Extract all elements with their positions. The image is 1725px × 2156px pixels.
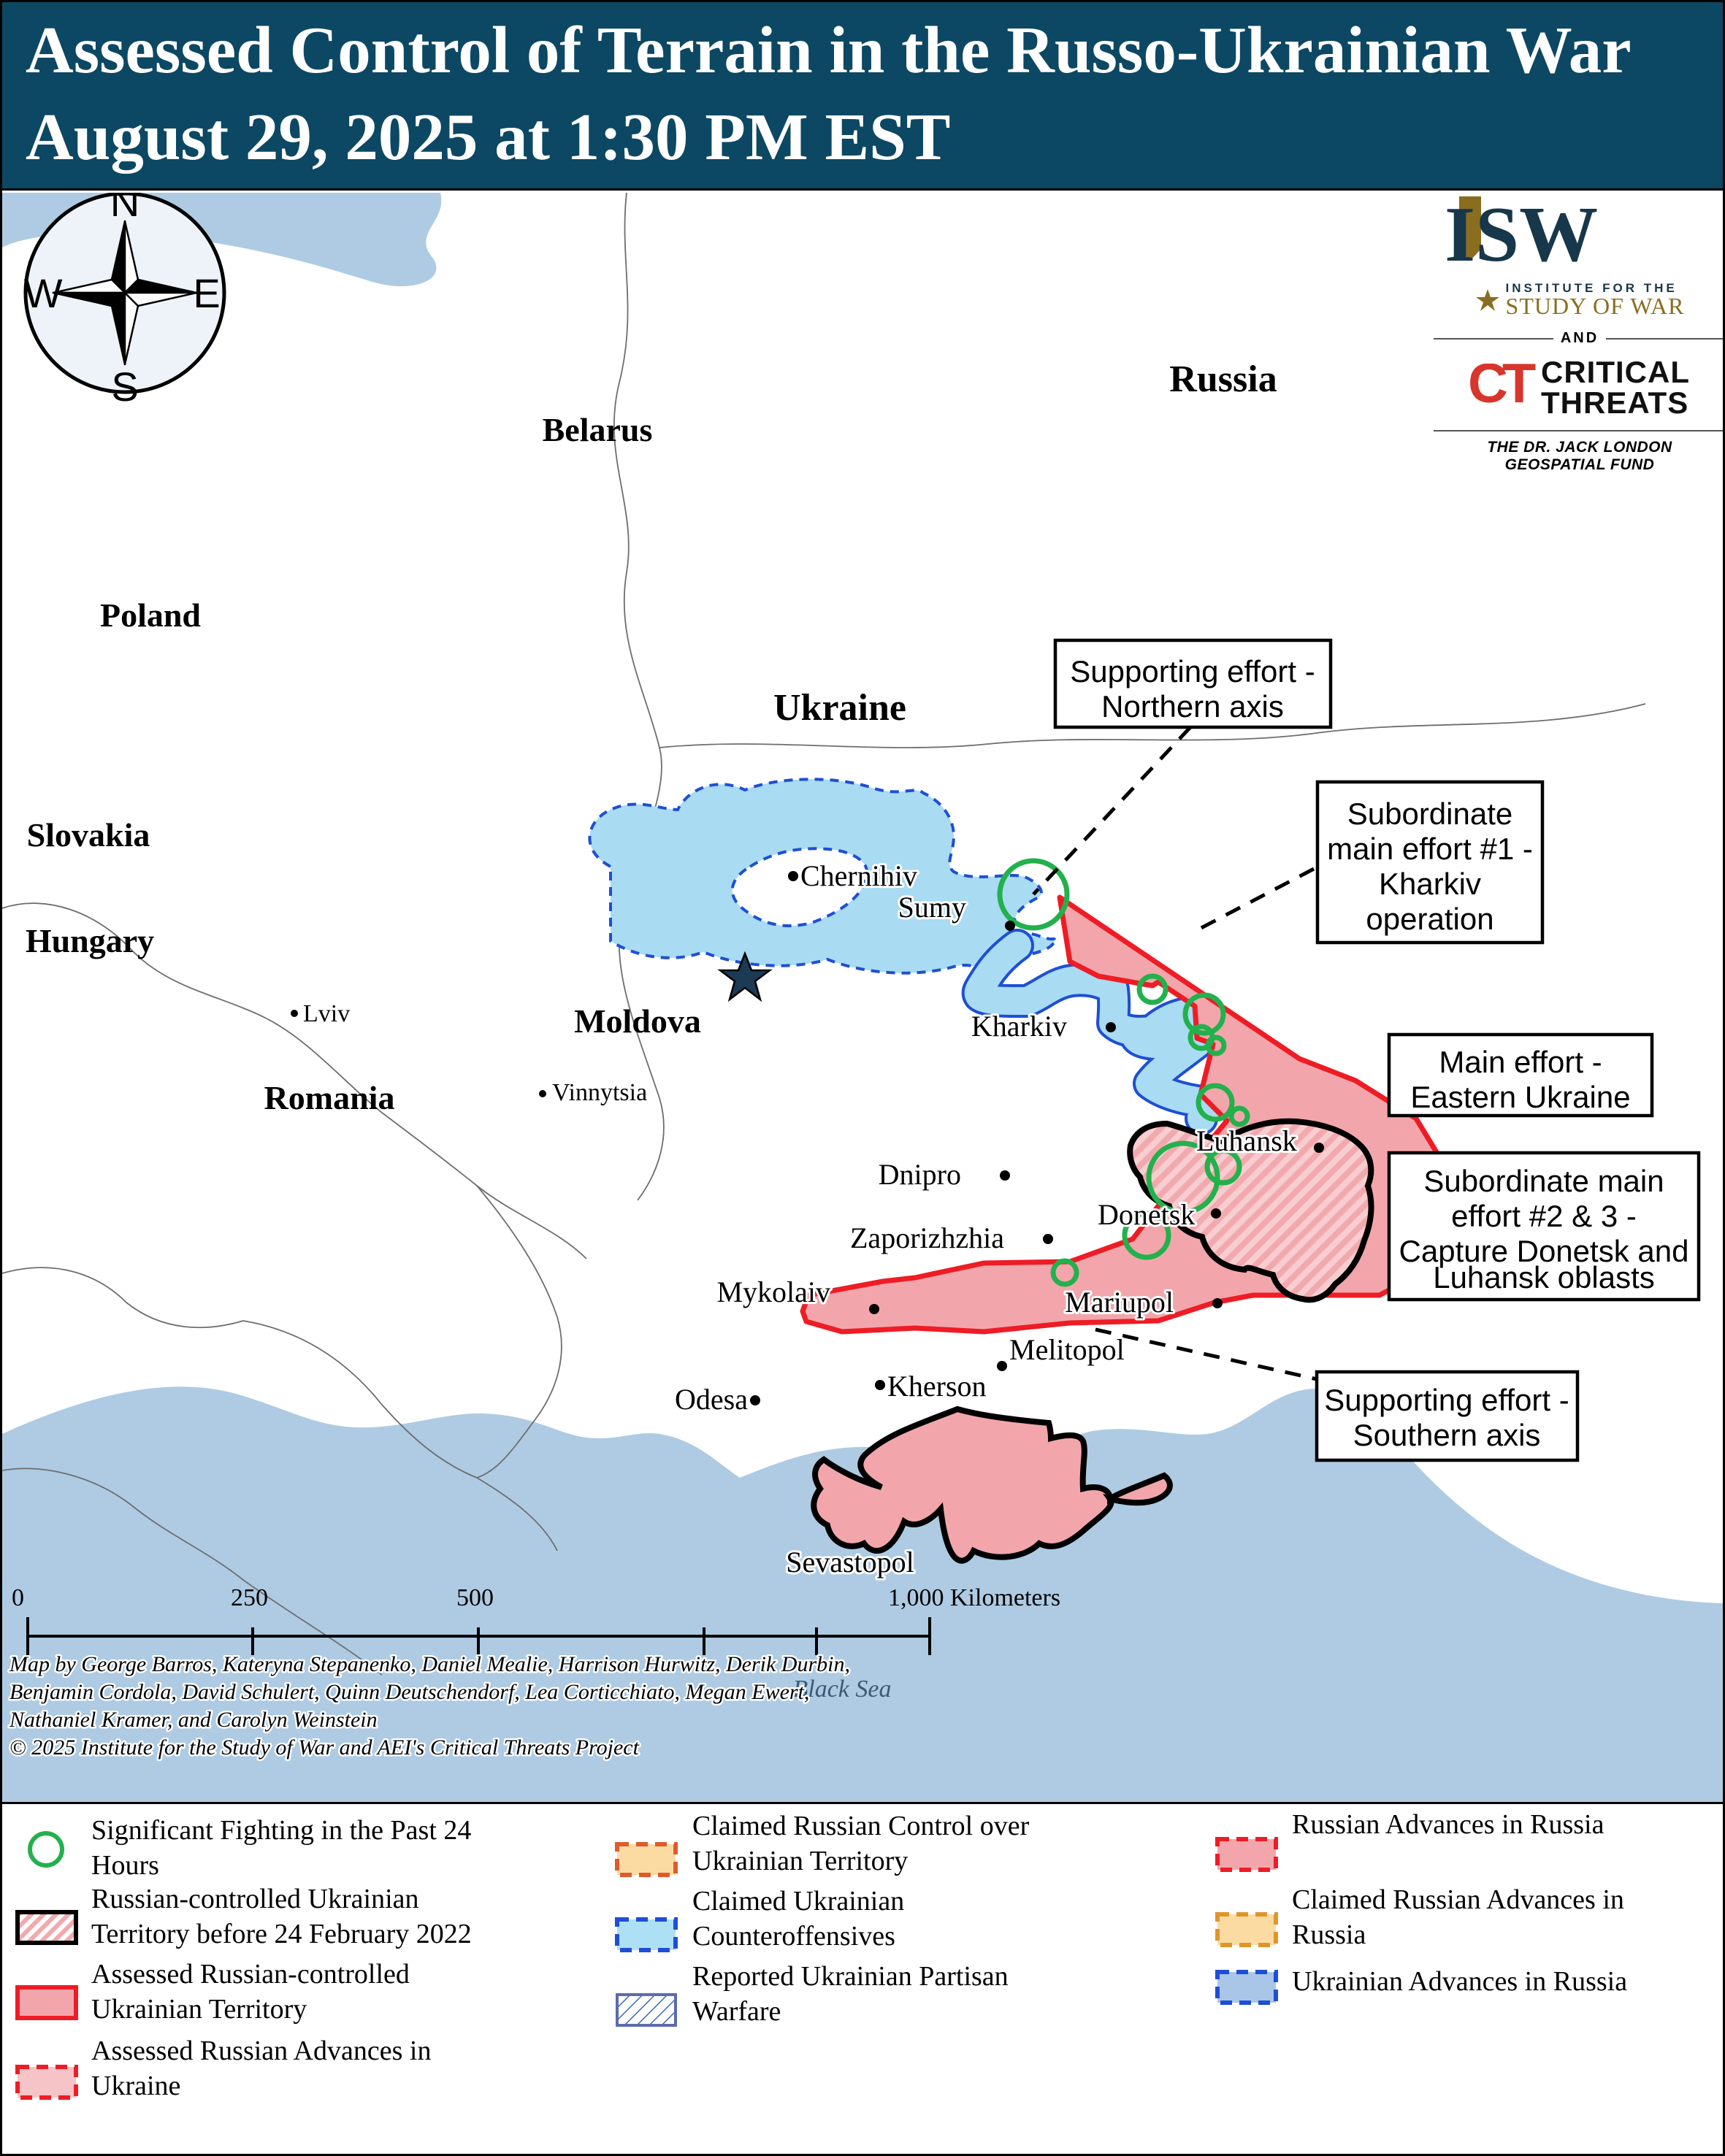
- svg-text:Vinnytsia: Vinnytsia: [552, 1079, 647, 1106]
- svg-text:Chernihiv: Chernihiv: [800, 859, 917, 892]
- svg-text:Counteroffensives: Counteroffensives: [692, 1921, 895, 1952]
- svg-text:Belarus: Belarus: [543, 411, 653, 448]
- svg-text:Claimed Russian Control over: Claimed Russian Control over: [692, 1811, 1030, 1841]
- svg-text:Russia: Russia: [1292, 1919, 1366, 1950]
- svg-text:Luhansk: Luhansk: [1196, 1124, 1297, 1157]
- svg-text:Northern axis: Northern axis: [1101, 689, 1284, 724]
- svg-text:Hours: Hours: [91, 1850, 159, 1881]
- svg-text:Zaporizhzhia: Zaporizhzhia: [850, 1221, 1004, 1254]
- svg-text:effort #2 & 3 -: effort #2 & 3 -: [1451, 1199, 1637, 1233]
- svg-text:Dnipro: Dnipro: [879, 1158, 961, 1191]
- svg-text:Southern axis: Southern axis: [1353, 1418, 1541, 1452]
- svg-text:Assessed Russian-controlled: Assessed Russian-controlled: [91, 1959, 410, 1990]
- svg-text:Russian-controlled Ukrainian: Russian-controlled Ukrainian: [91, 1884, 419, 1914]
- svg-text:Mykolaiv: Mykolaiv: [716, 1275, 830, 1308]
- svg-text:W: W: [24, 270, 63, 316]
- svg-text:Melitopol: Melitopol: [1009, 1333, 1125, 1366]
- svg-text:Ukrainian Territory: Ukrainian Territory: [91, 1994, 307, 2025]
- svg-text:E: E: [193, 270, 220, 316]
- svg-text:Odesa: Odesa: [675, 1383, 748, 1416]
- svg-text:Ukrainian Advances in Russia: Ukrainian Advances in Russia: [1292, 1966, 1627, 1997]
- svg-text:Kharkiv: Kharkiv: [1379, 867, 1481, 901]
- svg-text:Territory before 24 February 2: Territory before 24 February 2022: [91, 1919, 472, 1949]
- svg-text:Mariupol: Mariupol: [1065, 1286, 1174, 1319]
- svg-text:Lviv: Lviv: [303, 1000, 350, 1027]
- svg-text:Benjamin Cordola, David Schule: Benjamin Cordola, David Schulert, Quinn …: [9, 1680, 809, 1704]
- svg-text:Significant Fighting in the Pa: Significant Fighting in the Past 24: [91, 1815, 471, 1846]
- svg-text:Donetsk: Donetsk: [1098, 1198, 1195, 1231]
- svg-text:Map by George Barros, Kateryna: Map by George Barros, Kateryna Stepanenk…: [9, 1652, 850, 1676]
- svg-text:250: 250: [231, 1584, 268, 1611]
- svg-text:Sumy: Sumy: [898, 891, 966, 924]
- svg-text:© 2025 Institute for the Study: © 2025 Institute for the Study of War an…: [9, 1735, 640, 1760]
- svg-text:Poland: Poland: [100, 596, 201, 634]
- svg-text:Claimed Russian Advances in: Claimed Russian Advances in: [1292, 1884, 1624, 1915]
- svg-text:Romania: Romania: [264, 1079, 395, 1116]
- svg-text:Supporting effort -: Supporting effort -: [1070, 654, 1315, 688]
- svg-text:Subordinate main: Subordinate main: [1423, 1164, 1664, 1198]
- svg-text:Kherson: Kherson: [887, 1370, 987, 1403]
- svg-text:Hungary: Hungary: [26, 922, 154, 959]
- svg-text:Russia: Russia: [1169, 358, 1277, 400]
- svg-text:500: 500: [456, 1584, 494, 1611]
- svg-text:Ukrainian Territory: Ukrainian Territory: [692, 1846, 908, 1876]
- svg-text:1,000 Kilometers: 1,000 Kilometers: [888, 1584, 1060, 1611]
- svg-text:Moldova: Moldova: [574, 1002, 701, 1040]
- svg-text:Reported Ukrainian Partisan: Reported Ukrainian Partisan: [692, 1961, 1009, 1992]
- svg-text:N: N: [110, 193, 139, 225]
- svg-text:Subordinate: Subordinate: [1347, 797, 1513, 831]
- svg-text:CT: CT: [1469, 364, 1536, 412]
- svg-text:Main effort -: Main effort -: [1439, 1045, 1602, 1079]
- svg-text:Assessed Russian Advances in: Assessed Russian Advances in: [91, 2036, 431, 2066]
- svg-text:0: 0: [12, 1584, 24, 1611]
- svg-text:Russian Advances in Russia: Russian Advances in Russia: [1292, 1809, 1604, 1840]
- svg-text:Ukraine: Ukraine: [773, 687, 906, 729]
- svg-text:Kharkiv: Kharkiv: [971, 1010, 1067, 1043]
- svg-text:operation: operation: [1366, 902, 1493, 936]
- svg-text:Sevastopol: Sevastopol: [786, 1546, 914, 1578]
- svg-text:Supporting effort -: Supporting effort -: [1324, 1383, 1569, 1417]
- svg-text:Nathaniel Kramer, and Carolyn: Nathaniel Kramer, and Carolyn Weinstein: [9, 1708, 378, 1732]
- svg-text:S: S: [111, 364, 138, 410]
- svg-text:Slovakia: Slovakia: [27, 816, 150, 853]
- svg-text:ISW: ISW: [1445, 193, 1598, 278]
- svg-text:Warfare: Warfare: [692, 1996, 781, 2027]
- svg-text:Claimed Ukrainian: Claimed Ukrainian: [692, 1886, 904, 1917]
- svg-text:Ukraine: Ukraine: [91, 2071, 180, 2101]
- svg-text:main effort #1 -: main effort #1 -: [1327, 832, 1533, 866]
- svg-text:Luhansk oblasts: Luhansk oblasts: [1433, 1260, 1655, 1294]
- svg-text:Eastern Ukraine: Eastern Ukraine: [1410, 1080, 1630, 1114]
